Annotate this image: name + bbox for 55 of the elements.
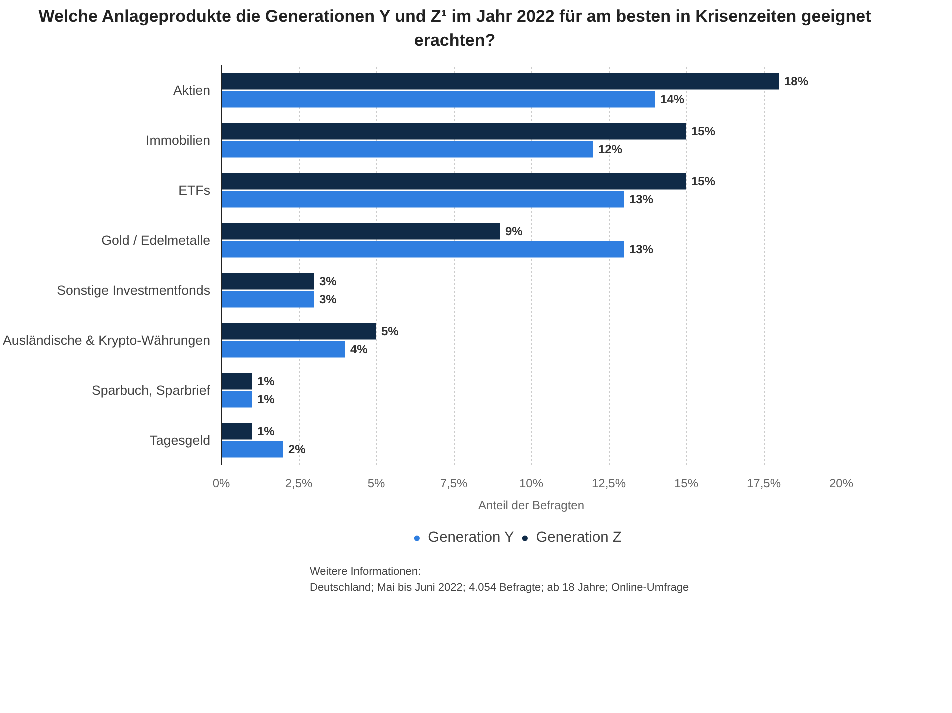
legend-label: Generation Z	[536, 530, 622, 546]
data-label: 13%	[630, 242, 654, 256]
bar	[222, 141, 594, 158]
data-label: 1%	[258, 392, 276, 406]
y-tick-label: Aktien	[173, 83, 211, 98]
bar	[222, 423, 252, 440]
x-tick-label: 7,5%	[440, 476, 468, 490]
x-tick-label: 20%	[829, 476, 854, 490]
bar	[222, 273, 314, 290]
legend-label: Generation Y	[428, 530, 514, 546]
data-label: 9%	[506, 224, 524, 238]
data-label: 2%	[288, 442, 306, 456]
y-tick-label: Immobilien	[146, 133, 211, 148]
bar	[222, 441, 284, 458]
x-tick-label: 10%	[519, 476, 544, 490]
data-label: 14%	[660, 92, 685, 106]
data-label: 15%	[692, 174, 716, 188]
bar	[222, 241, 624, 258]
y-tick-label: Ausländische & Krypto-Währungen	[3, 333, 211, 348]
data-label: 1%	[258, 424, 276, 438]
y-tick-label: ETFs	[178, 183, 211, 198]
text: Weitere Informationen:	[310, 566, 422, 578]
bar	[222, 291, 314, 308]
data-label: 3%	[320, 292, 338, 306]
x-tick-label: 12,5%	[592, 476, 626, 490]
y-tick-label: Sparbuch, Sparbrief	[92, 383, 211, 398]
y-tick-label: Sonstige Investmentfonds	[57, 283, 211, 298]
data-label: 5%	[382, 324, 400, 338]
bar	[222, 91, 656, 108]
data-label: 1%	[258, 374, 276, 388]
bar	[222, 223, 500, 240]
bar	[222, 73, 780, 90]
data-label: 18%	[784, 74, 809, 88]
text: Deutschland; Mai bis Juni 2022; 4.054 Befragte; ab 18 Jahre; Online-Umfrage	[310, 582, 690, 594]
x-tick-label: 0%	[212, 476, 230, 490]
data-label: 13%	[630, 192, 654, 206]
bar	[222, 373, 252, 390]
bar	[222, 173, 686, 190]
y-tick-label: Gold / Edelmetalle	[102, 233, 211, 248]
x-tick-label: 2,5%	[285, 476, 314, 490]
x-tick-label: 15%	[674, 476, 699, 490]
bar	[222, 391, 252, 408]
data-label: 12%	[598, 142, 623, 156]
x-axis-title: Anteil der Befragten	[478, 498, 585, 512]
chart-title: Welche Anlageprodukte die Generationen Y und Z¹ im Jahr 2022 für am besten in Krisenzeiten geeignet erachten?	[38, 6, 872, 52]
data-label: 3%	[320, 274, 338, 288]
bar	[222, 191, 624, 208]
y-tick-label: Tagesgeld	[150, 433, 210, 448]
bar	[222, 341, 346, 358]
data-label: 15%	[692, 124, 716, 138]
bar	[222, 123, 686, 140]
x-tick-label: 17,5%	[746, 476, 782, 490]
x-tick-label: 5%	[368, 476, 386, 490]
bar	[222, 323, 376, 340]
data-label: 4%	[350, 342, 368, 356]
